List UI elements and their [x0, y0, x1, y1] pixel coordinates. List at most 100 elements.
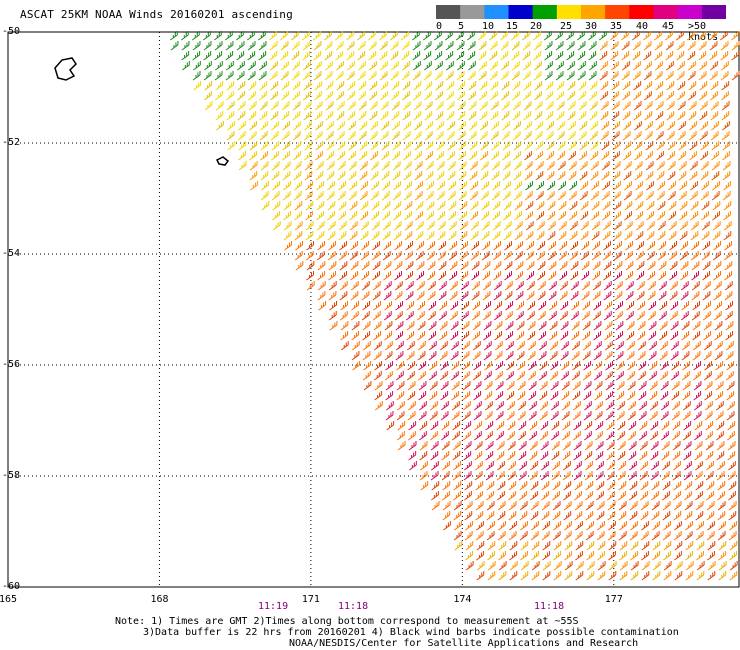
wind-barb [694, 471, 703, 481]
wind-barb [392, 161, 401, 171]
wind-barb [427, 311, 436, 321]
wind-barb [586, 561, 595, 571]
wind-barb [407, 391, 416, 401]
wind-barb [384, 351, 393, 361]
wind-barb [236, 41, 245, 51]
wind-barb [570, 241, 578, 251]
wind-barb [547, 201, 556, 211]
wind-barb [452, 451, 461, 461]
wind-barb [302, 71, 311, 81]
wind-barb [704, 401, 713, 411]
wind-barb [678, 191, 687, 201]
wind-barb [710, 101, 719, 111]
wind-barb [529, 471, 538, 481]
wind-barb [541, 461, 549, 471]
wind-barb [583, 381, 592, 391]
wind-barb [559, 271, 567, 281]
wind-barb [450, 301, 459, 311]
wind-barb [338, 201, 347, 211]
wind-barb [719, 31, 728, 41]
wind-barb [292, 61, 300, 71]
wind-barb [351, 331, 360, 341]
wind-barb [358, 101, 367, 111]
scale-swatch [436, 5, 461, 19]
wind-barb [397, 441, 406, 451]
wind-barb [305, 231, 314, 241]
wind-barb [193, 81, 202, 91]
wind-barb [453, 481, 462, 491]
wind-barb [671, 361, 680, 371]
wind-barb [384, 331, 393, 341]
wind-barb [607, 531, 616, 541]
wind-barb [649, 361, 658, 371]
wind-barb [507, 471, 516, 481]
wind-barb [663, 571, 672, 581]
wind-barb [635, 251, 644, 261]
longitude-tick-label: 165 [0, 594, 18, 605]
wind-barb [378, 31, 387, 41]
wind-barb [677, 101, 686, 111]
wind-barb [572, 411, 581, 421]
longitude-tick-label: 168 [150, 594, 169, 605]
wind-barb [360, 221, 369, 231]
wind-barb [507, 451, 516, 461]
wind-barb [448, 231, 457, 241]
wind-barb [665, 71, 674, 81]
wind-barb [521, 31, 530, 41]
wind-barb [524, 161, 533, 171]
wind-barb [357, 51, 366, 61]
wind-barb [270, 131, 279, 141]
wind-barb [502, 191, 511, 201]
wind-barb [429, 401, 438, 411]
wind-barb [294, 211, 302, 221]
wind-barb [721, 91, 729, 101]
wind-barb [668, 231, 677, 241]
wind-barb [280, 71, 289, 81]
wind-barb [582, 321, 591, 331]
wind-barb [528, 361, 537, 371]
wind-barb [446, 111, 455, 121]
wind-barb [596, 531, 605, 541]
wind-barb [699, 81, 708, 91]
wind-barb [549, 321, 558, 331]
wind-barb [614, 291, 623, 301]
wind-barb [566, 71, 575, 81]
wind-barb [487, 521, 495, 531]
wind-barb [721, 61, 729, 71]
wind-barb [446, 91, 454, 101]
wind-barb [281, 91, 289, 101]
wind-barb [618, 461, 626, 471]
wind-barb [423, 41, 432, 51]
wind-barb [238, 121, 246, 131]
scale-swatch [605, 5, 630, 19]
wind-barb [392, 121, 400, 131]
wind-barb [370, 171, 379, 181]
wind-barb [615, 331, 624, 341]
wind-barb [542, 561, 551, 571]
wind-barb [540, 451, 549, 461]
wind-barb [572, 381, 581, 391]
wind-barb [625, 291, 634, 301]
wind-barb [659, 331, 668, 341]
wind-barb [465, 551, 473, 561]
wind-barb [302, 41, 311, 51]
wind-barb [638, 401, 647, 411]
wind-barb [530, 501, 539, 511]
wind-barb [379, 51, 388, 61]
wind-barb [663, 541, 672, 551]
wind-barb [669, 261, 678, 271]
wind-barb [424, 91, 432, 101]
wind-barb [518, 431, 526, 441]
wind-barb [461, 321, 470, 331]
wind-barb [606, 421, 615, 431]
wind-barb [426, 211, 434, 221]
wind-barb [718, 521, 726, 531]
wind-barb [646, 201, 655, 211]
wind-barb [416, 241, 424, 251]
wind-barb [613, 211, 621, 221]
wind-barb [500, 51, 509, 61]
wind-barb [501, 81, 510, 91]
wind-barb [542, 541, 551, 551]
wind-barb [690, 181, 698, 191]
wind-barb [524, 121, 532, 131]
